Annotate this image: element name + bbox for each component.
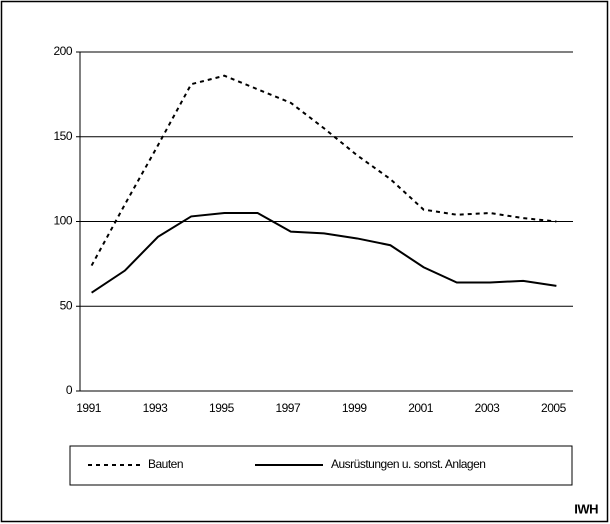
legend-label: Bauten	[148, 457, 183, 471]
x-tick-label: 2003	[475, 401, 501, 415]
x-tick-label: 1999	[342, 401, 368, 415]
x-tick-label: 1993	[143, 401, 169, 415]
legend-box	[69, 445, 573, 486]
legend-label: Ausrüstungen u. sonst. Anlagen	[331, 457, 485, 471]
x-tick-label: 1997	[275, 401, 301, 415]
line-series	[90, 74, 557, 267]
x-tick-label: 1991	[76, 401, 102, 415]
y-tick-label: 100	[53, 214, 72, 228]
y-tick-label: 200	[53, 44, 72, 58]
x-tick-label: 2001	[408, 401, 434, 415]
source: IWH	[574, 501, 598, 516]
y-tick-label: 0	[66, 383, 73, 397]
x-tick-label: 1995	[209, 401, 235, 415]
y-tick-label: 150	[53, 129, 72, 143]
line-series	[91, 212, 557, 294]
x-tick-label: 2005	[541, 401, 567, 415]
y-tick-label: 50	[60, 298, 73, 312]
